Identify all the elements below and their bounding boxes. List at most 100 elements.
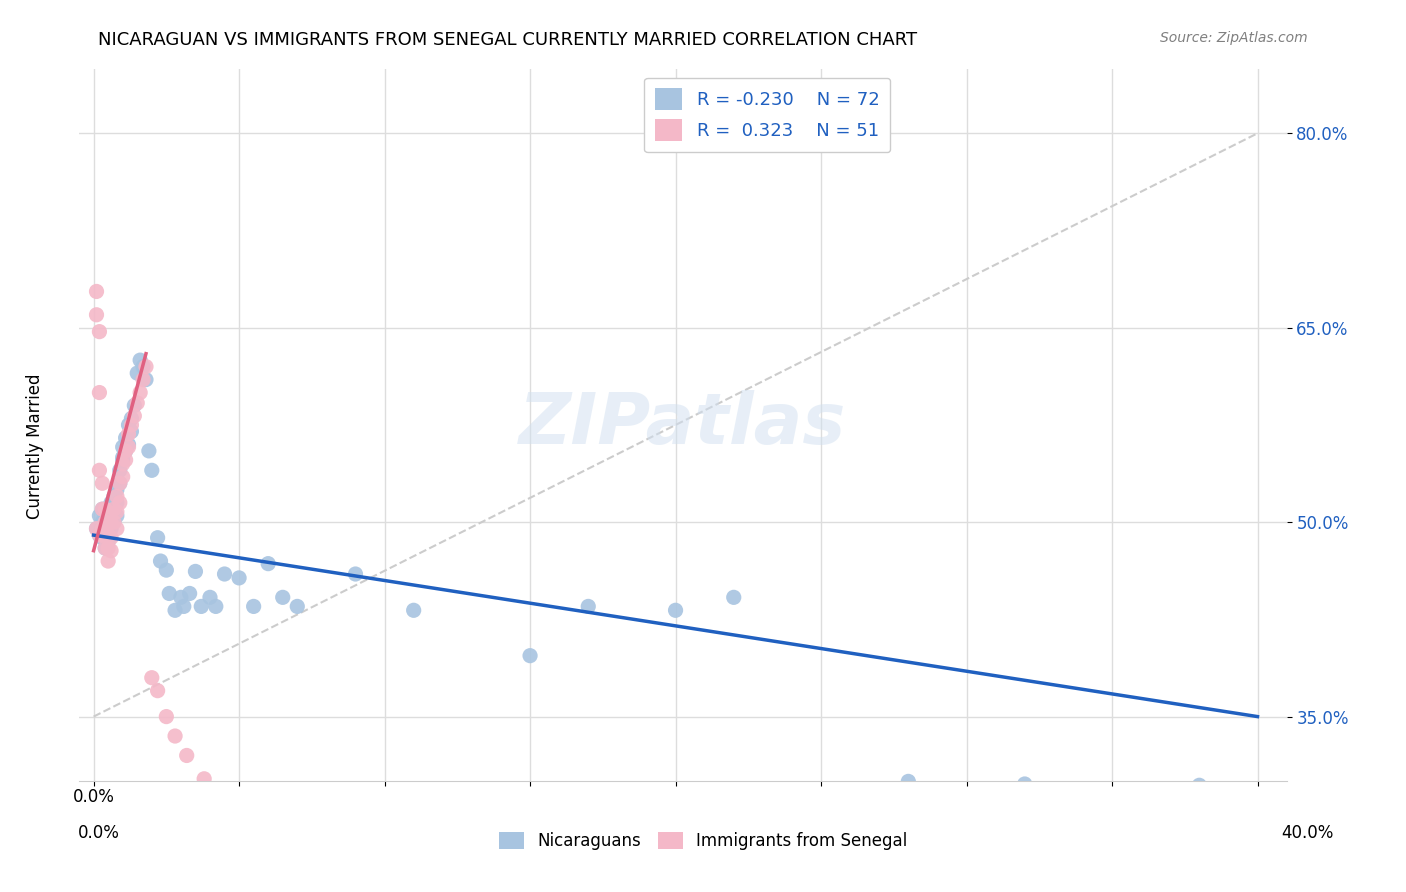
Point [94, 528, 117, 542]
Point [100, 522, 122, 536]
Point [86, 308, 108, 322]
Point [97, 502, 120, 516]
Point [111, 453, 134, 467]
Point [94, 517, 117, 532]
Legend: Nicaraguans, Immigrants from Senegal: Nicaraguans, Immigrants from Senegal [492, 825, 914, 857]
Point [114, 443, 136, 458]
Point [1130, 785, 1153, 799]
Point [105, 508, 128, 523]
Point [105, 505, 128, 519]
Point [100, 531, 122, 545]
Point [103, 515, 125, 529]
Point [285, 599, 308, 614]
Point [120, 417, 142, 432]
Text: 40.0%: 40.0% [1281, 824, 1334, 842]
Point [108, 476, 131, 491]
Point [149, 554, 172, 568]
Point [157, 586, 180, 600]
Text: 0.0%: 0.0% [77, 824, 120, 842]
Point [165, 603, 187, 617]
Point [105, 483, 128, 497]
Point [86, 285, 108, 299]
Point [91, 502, 114, 516]
Point [111, 470, 134, 484]
Point [271, 829, 294, 843]
Point [97, 534, 120, 549]
Point [173, 599, 195, 614]
Point [97, 515, 120, 529]
Point [117, 437, 139, 451]
Point [105, 496, 128, 510]
Text: NICARAGUAN VS IMMIGRANTS FROM SENEGAL CURRENTLY MARRIED CORRELATION CHART: NICARAGUAN VS IMMIGRANTS FROM SENEGAL CU… [98, 31, 918, 49]
Point [105, 489, 128, 503]
Point [165, 729, 187, 743]
Point [94, 525, 117, 540]
Point [108, 463, 131, 477]
Point [155, 709, 177, 723]
Point [897, 774, 920, 789]
Point [214, 803, 236, 817]
Text: 0.0%: 0.0% [73, 788, 114, 805]
Point [97, 522, 120, 536]
Point [120, 411, 142, 425]
Point [91, 476, 114, 491]
Point [176, 748, 198, 763]
Point [271, 591, 294, 605]
Point [124, 409, 146, 423]
Point [664, 603, 686, 617]
Point [519, 648, 541, 663]
Point [146, 683, 169, 698]
Point [242, 599, 264, 614]
Point [91, 531, 114, 545]
Point [329, 855, 352, 869]
Point [723, 591, 745, 605]
Point [141, 671, 163, 685]
Point [179, 586, 201, 600]
Point [301, 846, 323, 860]
Point [204, 599, 226, 614]
Point [146, 531, 169, 545]
Point [170, 591, 193, 605]
Point [86, 522, 108, 536]
Point [114, 453, 136, 467]
Point [105, 522, 128, 536]
Point [97, 554, 120, 568]
Legend: R = -0.230    N = 72, R =  0.323    N = 51: R = -0.230 N = 72, R = 0.323 N = 51 [644, 78, 890, 153]
Point [103, 502, 125, 516]
Point [114, 443, 136, 458]
Point [89, 325, 111, 339]
Point [86, 522, 108, 536]
Point [91, 528, 114, 542]
Point [94, 541, 117, 555]
Point [100, 496, 122, 510]
Point [100, 515, 122, 529]
Point [108, 476, 131, 491]
Point [103, 515, 125, 529]
Point [344, 567, 367, 582]
Point [89, 385, 111, 400]
Point [103, 502, 125, 516]
Point [1071, 794, 1094, 808]
Text: Source: ZipAtlas.com: Source: ZipAtlas.com [1160, 31, 1308, 45]
Point [127, 396, 149, 410]
Point [91, 522, 114, 536]
Point [103, 489, 125, 503]
Point [576, 599, 599, 614]
Point [214, 567, 236, 582]
Point [141, 463, 163, 477]
Text: Currently Married: Currently Married [27, 373, 44, 519]
Point [111, 457, 134, 471]
Point [97, 528, 120, 542]
Point [108, 496, 131, 510]
Point [111, 440, 134, 454]
Point [91, 515, 114, 529]
Point [184, 565, 207, 579]
Point [94, 508, 117, 523]
Point [94, 502, 117, 516]
Point [91, 502, 114, 516]
Point [111, 450, 134, 465]
Point [100, 508, 122, 523]
Point [257, 557, 280, 571]
Point [402, 603, 425, 617]
Point [810, 789, 832, 804]
